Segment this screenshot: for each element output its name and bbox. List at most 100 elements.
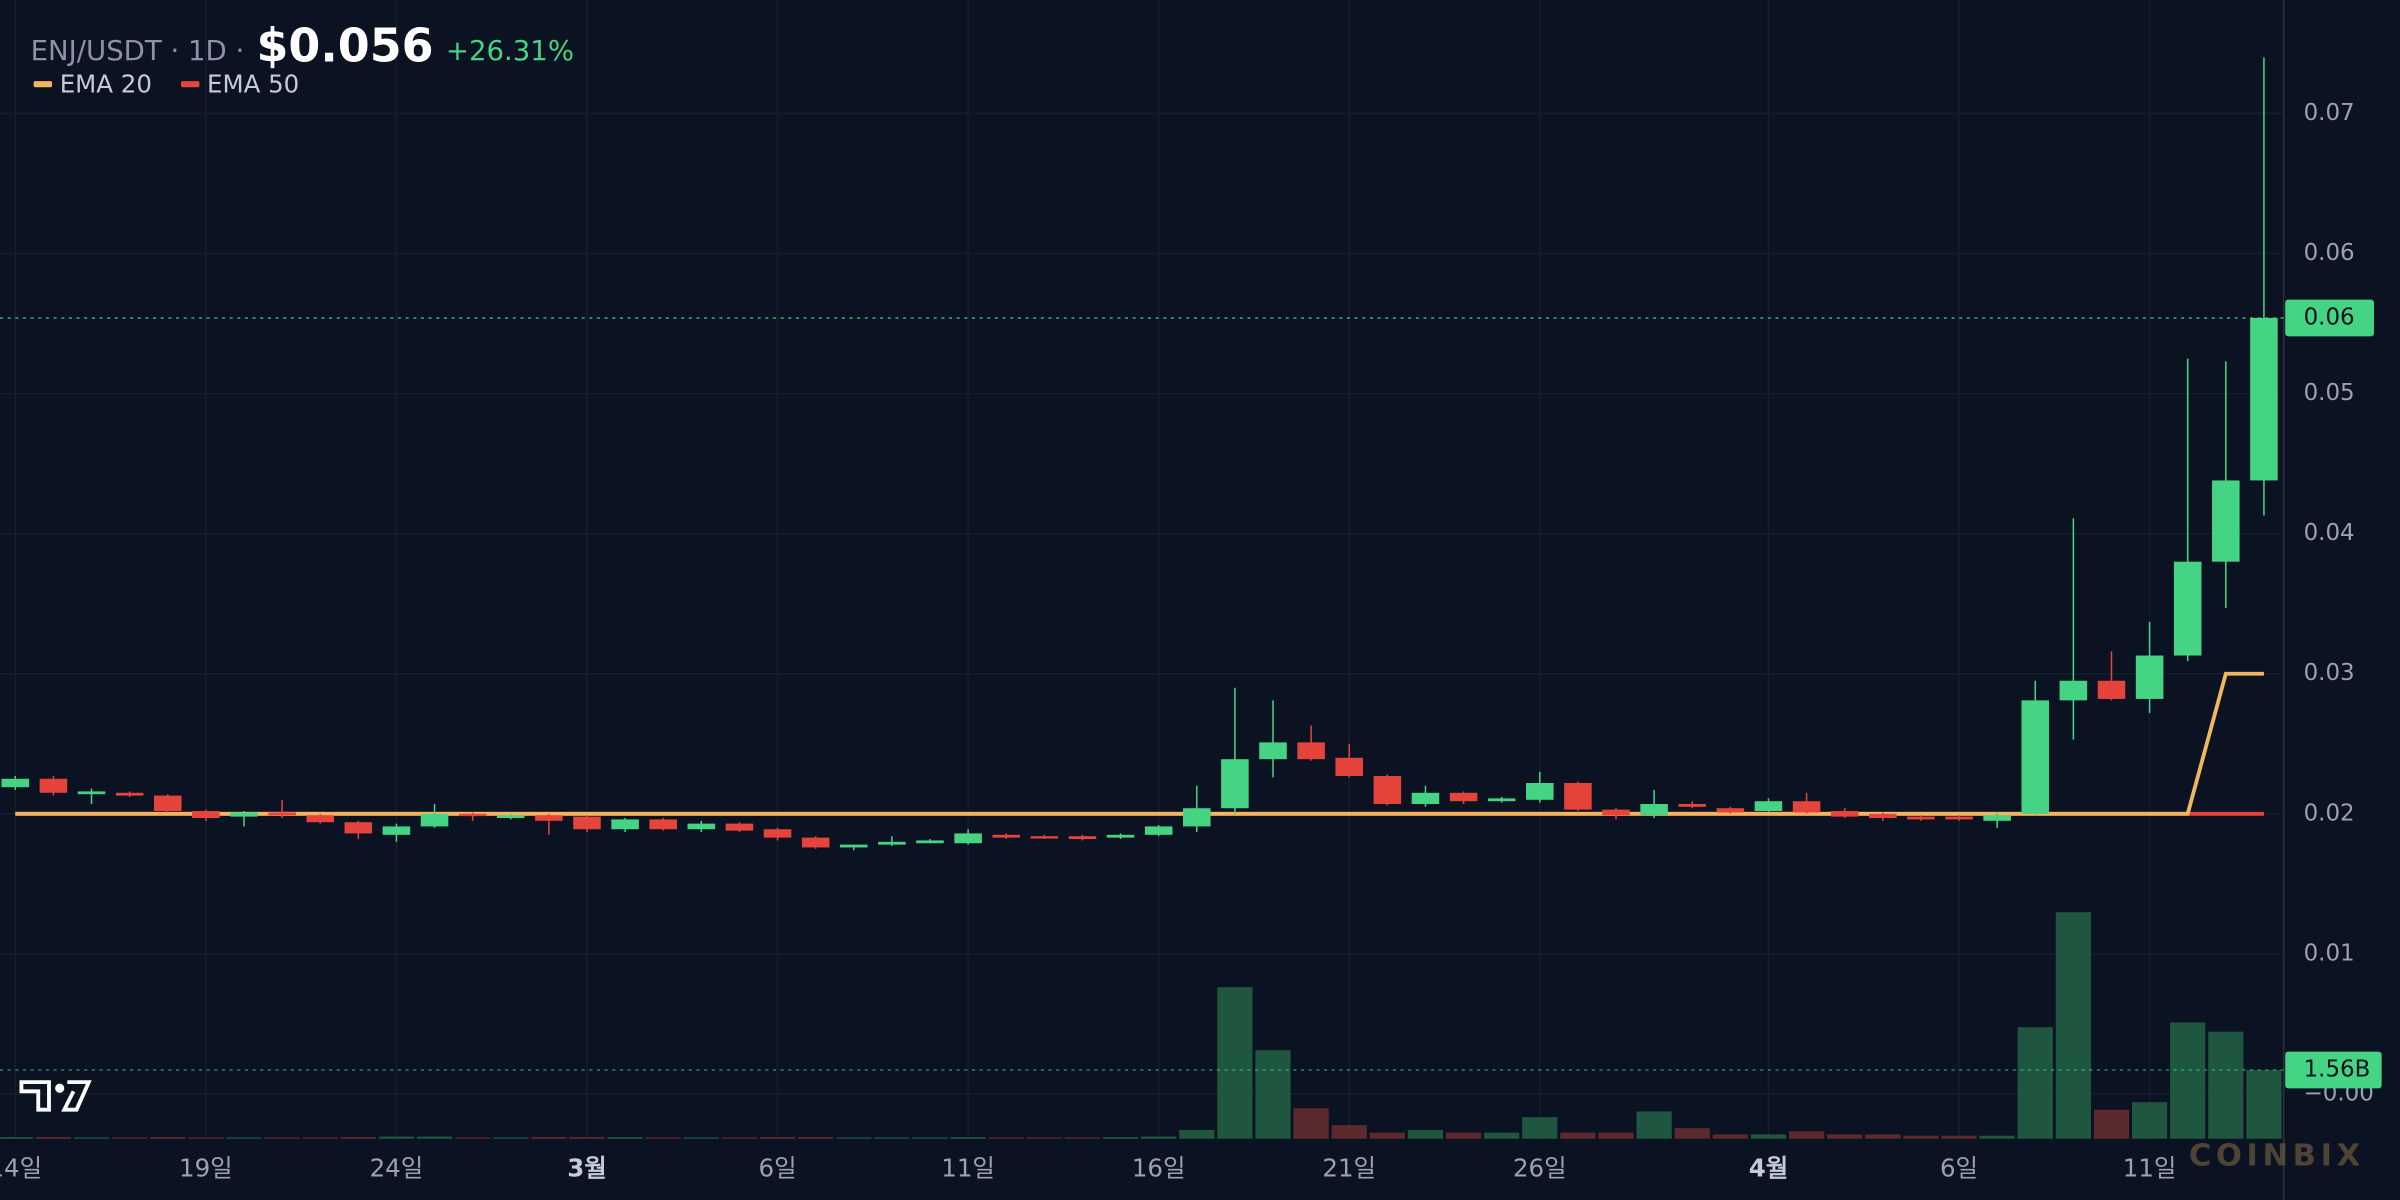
watermark: COINBIX: [2189, 1139, 2365, 1174]
x-tick-label: 6일: [759, 1153, 797, 1182]
volume-bar: [607, 1137, 643, 1139]
candle-body: [916, 840, 944, 844]
candle-body: [458, 813, 487, 817]
candle-body: [1678, 804, 1707, 807]
candle-body: [1869, 813, 1897, 819]
volume-bar: [1331, 1125, 1367, 1139]
x-tick-label: 3월: [567, 1153, 607, 1182]
candle-body: [2250, 317, 2278, 481]
x-tick-label: 24일: [370, 1153, 424, 1182]
volume-bar: [531, 1137, 567, 1139]
x-tick-label: 14일: [0, 1153, 42, 1182]
last-volume-tag-label: 1.56B: [2304, 1057, 2371, 1083]
candle-body: [840, 844, 868, 848]
candle-body: [1602, 809, 1630, 816]
last-volume-tag: [2285, 1051, 2382, 1089]
last-price-tag: [2285, 299, 2374, 337]
legend-swatch: [33, 81, 53, 88]
candle-body: [801, 837, 830, 848]
candle-body: [268, 812, 296, 816]
candle-body: [725, 823, 754, 831]
candle-body: [763, 829, 792, 838]
volume-bar: [1293, 1108, 1329, 1139]
volume-bar: [988, 1137, 1024, 1139]
volume-bar: [1179, 1129, 1215, 1139]
volume-bar: [0, 1137, 33, 1139]
candle-body: [496, 815, 525, 819]
volume-bar: [759, 1137, 796, 1139]
volume-bar: [1979, 1135, 2015, 1139]
candle-body: [1830, 811, 1859, 817]
candle-body: [1, 778, 30, 788]
volume-bar: [1865, 1134, 1901, 1139]
volume-bar: [1674, 1128, 1710, 1139]
candle-body: [1564, 782, 1592, 810]
candle-body: [115, 792, 144, 796]
volume-bar: [378, 1136, 415, 1139]
candles: [1, 57, 2278, 851]
candle-body: [192, 811, 220, 819]
candle-body: [1945, 816, 1973, 820]
candle-body: [1526, 782, 1554, 800]
candle-body: [344, 822, 373, 834]
candle-body: [1411, 792, 1440, 805]
candle-body: [878, 841, 906, 845]
candle-body: [1907, 816, 1935, 820]
volume-bar: [340, 1137, 376, 1139]
volume-bar: [1102, 1137, 1139, 1139]
candle-body: [1754, 801, 1783, 812]
volume-bar: [2170, 1022, 2206, 1139]
volume-bar: [2055, 912, 2091, 1139]
volume-bar: [798, 1137, 834, 1139]
volume-bar: [455, 1137, 491, 1139]
candle-body: [1792, 801, 1821, 813]
volume-bar: [1484, 1132, 1520, 1139]
volume-bar: [1598, 1132, 1634, 1139]
candle-body: [1716, 808, 1745, 813]
candle-body: [2135, 655, 2164, 699]
y-tick-label: 0.06: [2304, 240, 2355, 266]
legend-swatch: [181, 81, 200, 88]
y-tick-label: 0.03: [2304, 660, 2355, 686]
volume-bar: [1217, 987, 1253, 1139]
volume-bar: [188, 1137, 224, 1139]
last-price: $0.056: [256, 18, 433, 72]
ema-lines: [15, 671, 2264, 816]
volume-bar: [493, 1137, 529, 1139]
legend-label: EMA 20: [60, 70, 152, 99]
volume-bar: [2246, 1070, 2282, 1139]
x-tick-label: 6일: [1940, 1153, 1978, 1182]
candle-body: [1106, 834, 1135, 838]
candle-body: [1221, 759, 1249, 809]
volume-bar: [1712, 1134, 1748, 1139]
candle-body: [535, 815, 563, 821]
candle-body: [649, 819, 677, 830]
price-change: +26.31%: [446, 35, 574, 67]
volume-bar: [1941, 1135, 1977, 1139]
candle-body: [39, 778, 68, 793]
volume-bar: [226, 1137, 262, 1139]
volume-bar: [1407, 1129, 1444, 1139]
volume-bar: [112, 1137, 148, 1139]
candle-body: [1373, 775, 1402, 805]
candle-body: [1259, 742, 1287, 760]
volume-bar: [683, 1137, 719, 1139]
candle-body: [2212, 480, 2240, 562]
candle-body: [1030, 836, 1059, 839]
volume-bar: [645, 1137, 681, 1139]
symbol-title: ENJ/USDT · 1D ·: [31, 35, 245, 67]
volume-bar: [2208, 1031, 2244, 1139]
volume-pane: [0, 912, 2282, 1139]
volume-bar: [264, 1137, 300, 1139]
candle-body: [954, 833, 982, 844]
volume-bar: [1636, 1111, 1672, 1139]
volume-bar: [950, 1137, 986, 1139]
ema-line: [15, 671, 2264, 816]
legend: EMA 20 EMA 50: [33, 70, 299, 99]
y-tick-label: 0.07: [2304, 100, 2355, 126]
x-tick-label: 21일: [1322, 1153, 1376, 1182]
candle-body: [1983, 815, 2011, 821]
